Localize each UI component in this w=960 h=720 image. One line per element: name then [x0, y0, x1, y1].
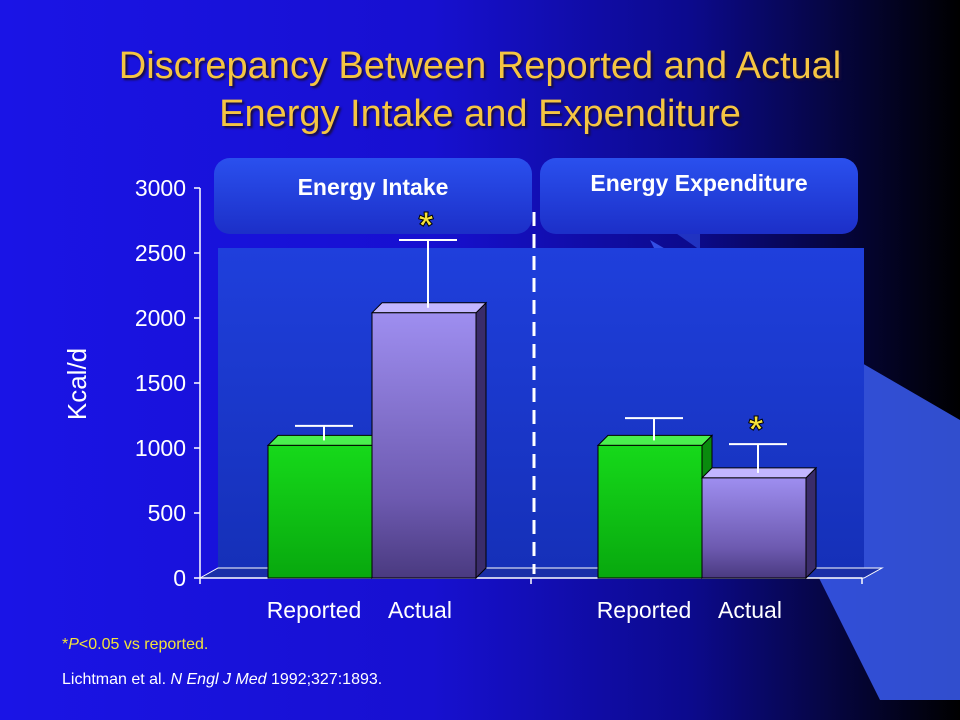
x-tick-label-expenditure-actual: Actual — [718, 597, 782, 623]
bar-intake-reported — [267, 444, 373, 579]
y-tick-label: 500 — [148, 500, 186, 526]
significance-footnote: *P<0.05 vs reported. — [62, 636, 209, 653]
y-tick-label: 3000 — [135, 175, 186, 201]
panel-header-intake — [214, 158, 532, 234]
y-tick-label: 1500 — [135, 370, 186, 396]
significance-marker-intake: * — [419, 205, 434, 247]
panel-title-expenditure: Energy Expenditure — [590, 170, 807, 196]
bar-expenditure-reported — [597, 444, 703, 579]
y-tick-label: 0 — [173, 565, 186, 591]
significance-marker-expenditure: * — [749, 409, 764, 451]
bar-side-expenditure-actual — [805, 466, 817, 580]
title-line-2: Energy Intake and Expenditure — [219, 93, 741, 135]
y-tick-label: 2500 — [135, 240, 186, 266]
panel-header-expenditure — [540, 158, 858, 234]
slide-title: Discrepancy Between Reported and Actual … — [40, 42, 920, 138]
y-axis-label: Kcal/d — [62, 348, 92, 420]
y-tick-label: 2000 — [135, 305, 186, 331]
bar-expenditure-actual — [701, 477, 807, 579]
title-line-1: Discrepancy Between Reported and Actual — [118, 45, 842, 87]
y-tick-label: 1000 — [135, 435, 186, 461]
citation: Lichtman et al. N Engl J Med 1992;327:18… — [62, 671, 383, 688]
bar-side-intake-actual — [475, 301, 487, 580]
x-tick-label-intake-reported: Reported — [267, 597, 362, 623]
x-tick-label-intake-actual: Actual — [388, 597, 452, 623]
panel-title-intake: Energy Intake — [298, 174, 449, 200]
bar-intake-actual — [371, 312, 477, 579]
x-tick-label-expenditure-reported: Reported — [597, 597, 692, 623]
